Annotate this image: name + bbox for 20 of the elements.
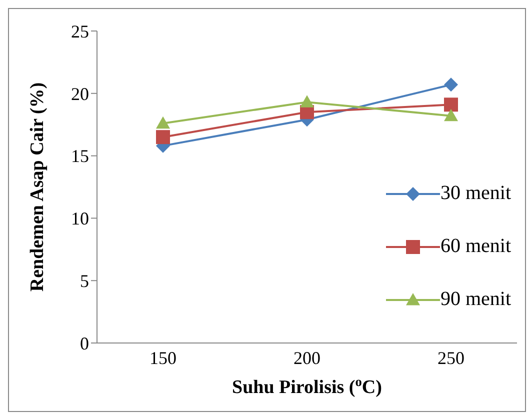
y-tick-label: 20 — [71, 84, 89, 104]
legend-label: 60 menit — [440, 235, 511, 258]
point — [156, 116, 170, 129]
point — [444, 98, 458, 112]
y-tick-label: 0 — [80, 333, 89, 354]
point — [444, 108, 458, 122]
x-axis-title: Suhu Pirolisis ($^{o}$C) — [232, 374, 382, 398]
y-tick-label: 25 — [71, 21, 89, 42]
point — [300, 95, 314, 108]
y-tick-label: 10 — [71, 208, 89, 229]
x-tick-label: 250 — [438, 348, 464, 368]
x-tick-label: 200 — [294, 348, 320, 368]
point — [444, 78, 458, 92]
point — [156, 130, 170, 144]
legend-label: 90 menit — [440, 288, 511, 311]
x-tick-label: 150 — [150, 348, 176, 368]
legend-label: 30 menit — [440, 182, 511, 205]
y-tick-label: 5 — [80, 270, 89, 291]
y-axis-title: Rendemen Asap Cair (%) — [27, 82, 48, 292]
y-tick-label: 15 — [71, 146, 89, 166]
